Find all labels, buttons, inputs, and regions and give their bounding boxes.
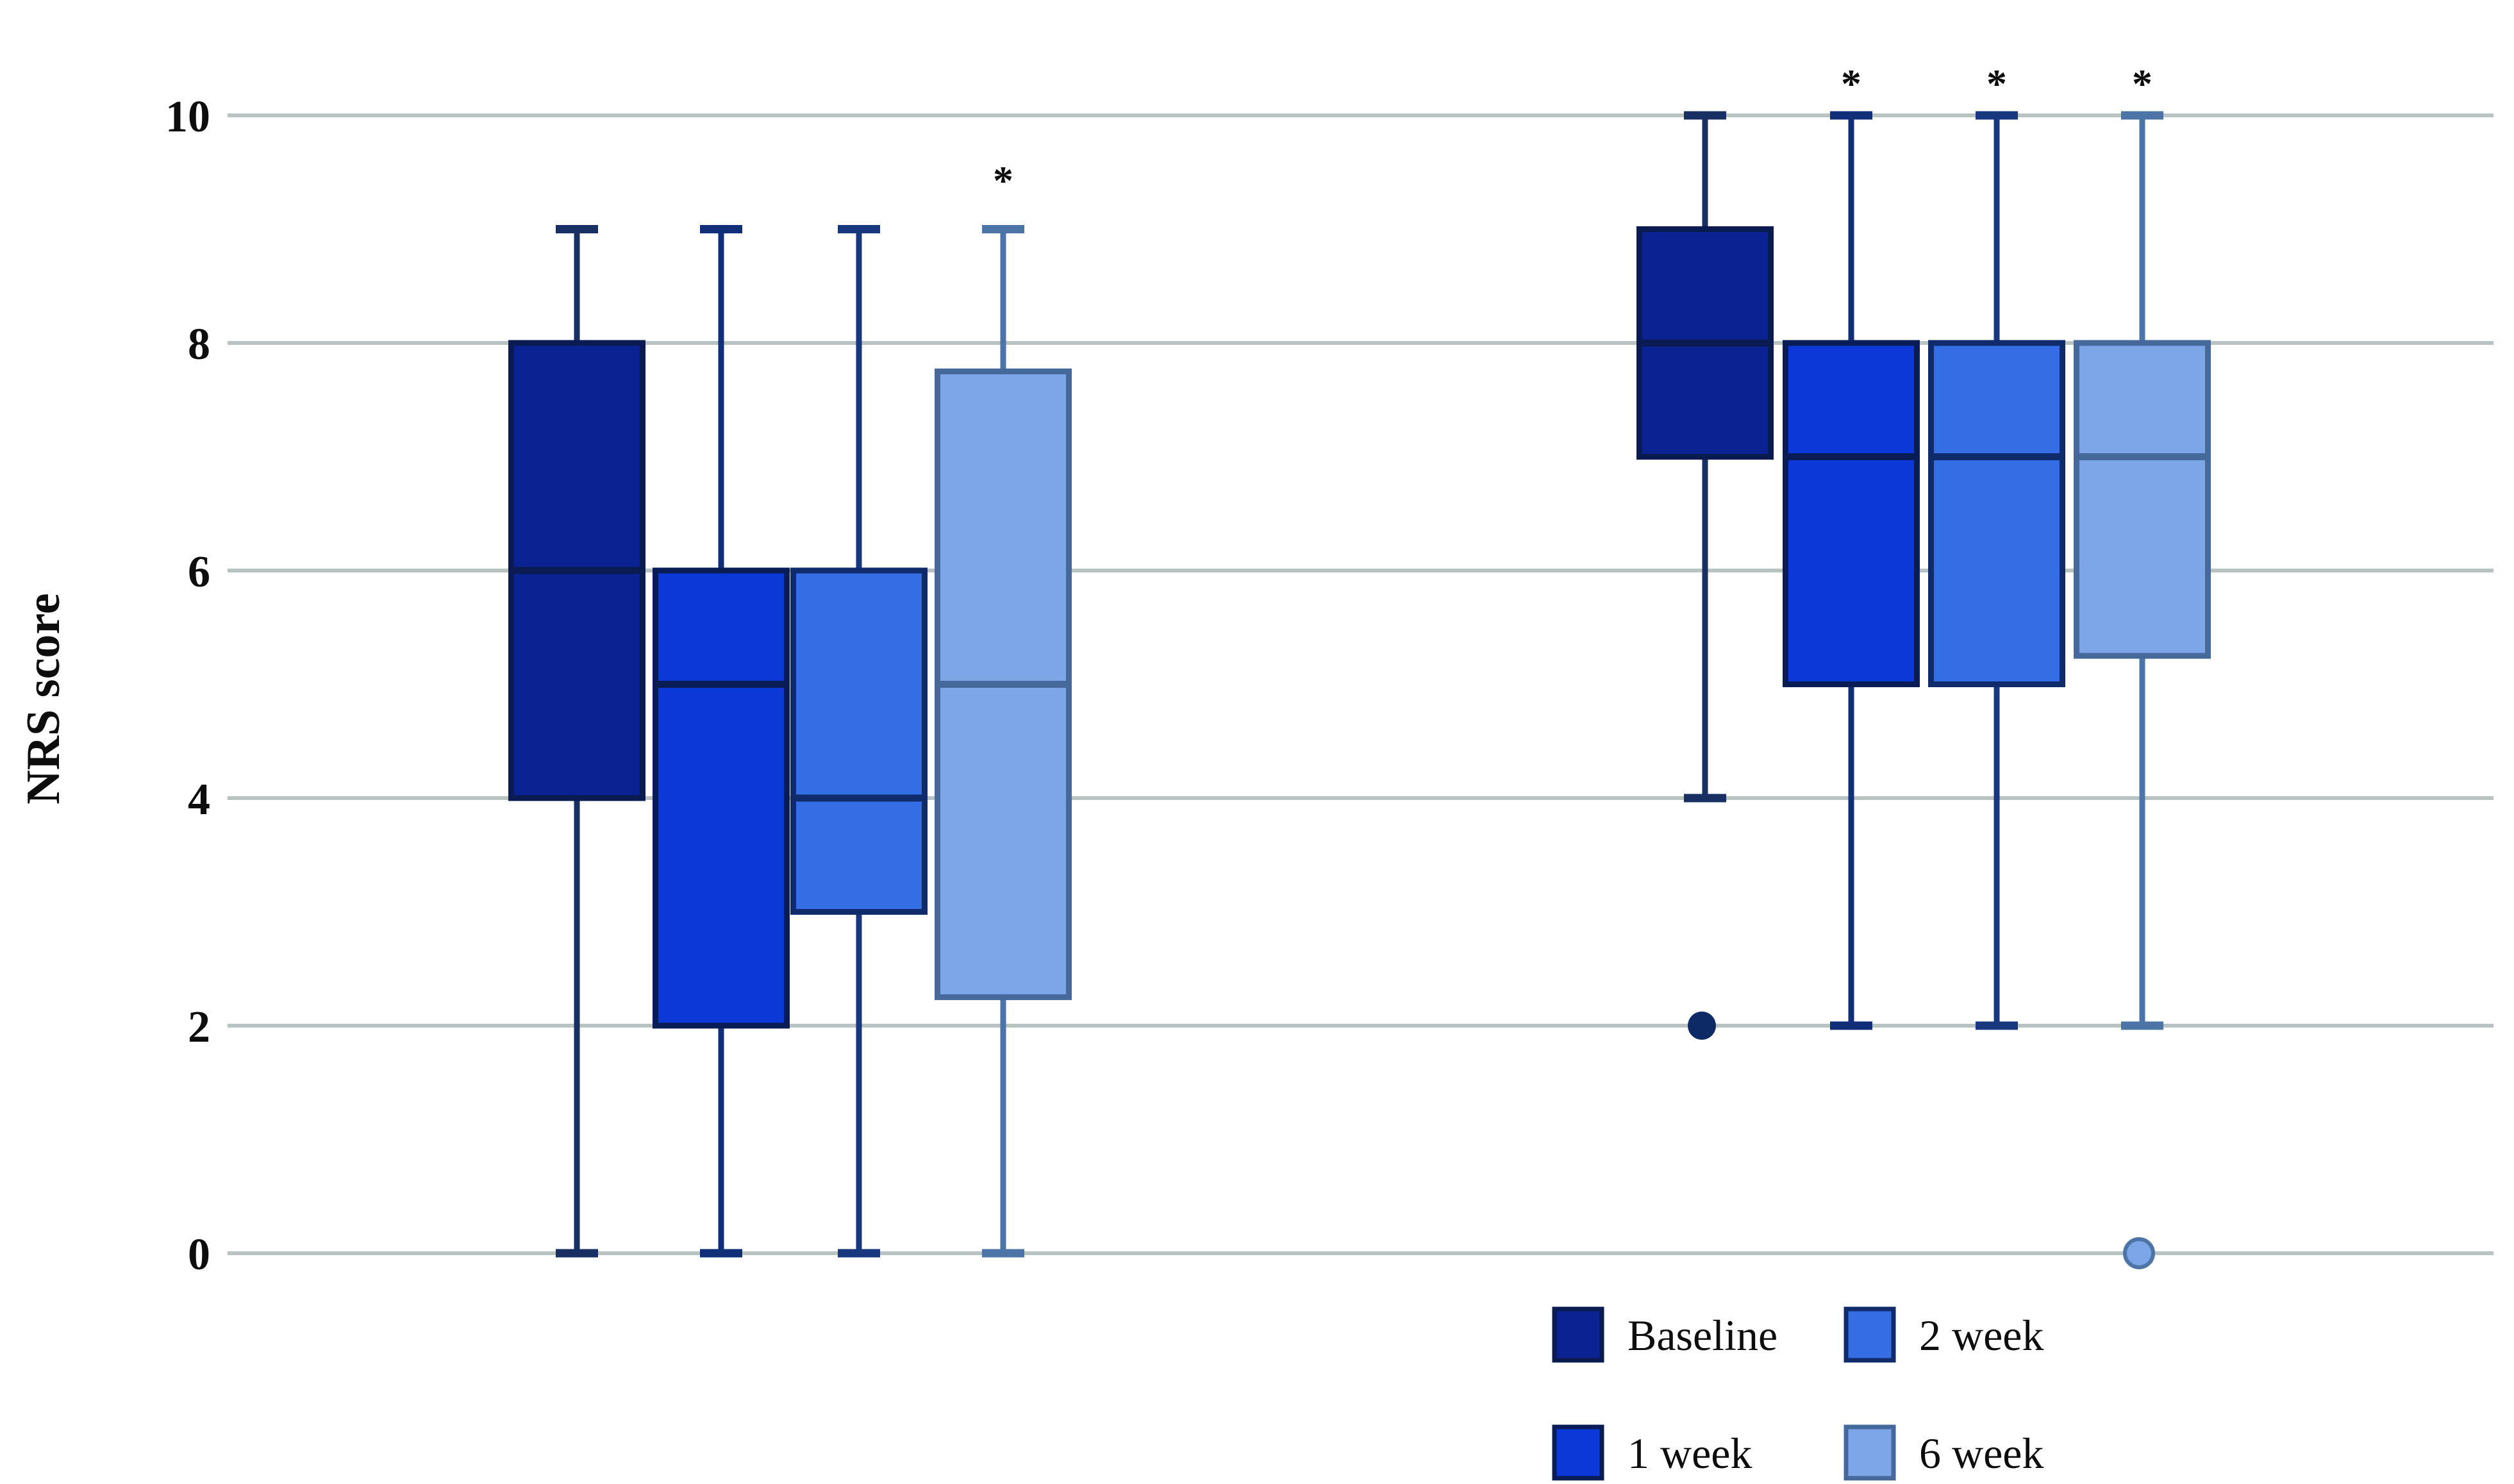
boxplot-group-1-1-week xyxy=(653,225,790,1258)
y-tick-label-0: 0 xyxy=(188,1230,210,1280)
iqr-box xyxy=(653,567,790,1029)
boxplot-group-2-Baseline xyxy=(1636,111,1774,1040)
significance-asterisk: * xyxy=(993,158,1013,203)
legend-item-Baseline: Baseline xyxy=(1552,1306,1777,1363)
boxplot-group-1-2-week xyxy=(790,225,928,1258)
legend-label-Baseline: Baseline xyxy=(1627,1311,1777,1360)
y-tick-label-10: 10 xyxy=(165,92,210,142)
legend-label-6-week: 6 week xyxy=(1919,1429,2044,1478)
boxplot-group-2-6-week: * xyxy=(2074,61,2211,1269)
outlier-point xyxy=(2123,1237,2155,1269)
boxplot-group-2-2-week: * xyxy=(1928,61,2065,1030)
legend: Baseline 2 week 1 week 6 week xyxy=(1552,1306,2044,1481)
boxplot-group-1-Baseline xyxy=(508,225,645,1258)
iqr-box xyxy=(1783,340,1920,687)
outlier-point xyxy=(1688,1012,1716,1040)
legend-swatch-Baseline xyxy=(1552,1306,1604,1363)
boxplot-group-2-1-week: * xyxy=(1783,61,1920,1030)
legend-item-1-week: 1 week xyxy=(1552,1424,1752,1481)
legend-swatch-1-week xyxy=(1552,1424,1604,1481)
iqr-box xyxy=(2074,340,2211,659)
significance-asterisk: * xyxy=(1841,61,1861,106)
y-tick-label-2: 2 xyxy=(188,1003,210,1052)
legend-swatch-6-week xyxy=(1844,1424,1896,1481)
y-tick-label-4: 4 xyxy=(188,775,210,824)
significance-asterisk: * xyxy=(1986,61,2007,106)
legend-label-2-week: 2 week xyxy=(1919,1311,2044,1360)
y-tick-label-6: 6 xyxy=(188,547,210,597)
significance-asterisk: * xyxy=(2132,61,2152,106)
legend-item-6-week: 6 week xyxy=(1844,1424,2044,1481)
y-axis-title: NRS score xyxy=(17,593,70,805)
y-tick-label-8: 8 xyxy=(188,320,210,369)
legend-item-2-week: 2 week xyxy=(1844,1306,2044,1363)
legend-label-1-week: 1 week xyxy=(1627,1429,1752,1478)
boxplot-group-1-6-week: * xyxy=(935,158,1072,1258)
legend-swatch-2-week xyxy=(1844,1306,1896,1363)
iqr-box xyxy=(790,567,928,915)
iqr-box xyxy=(1928,340,2065,687)
